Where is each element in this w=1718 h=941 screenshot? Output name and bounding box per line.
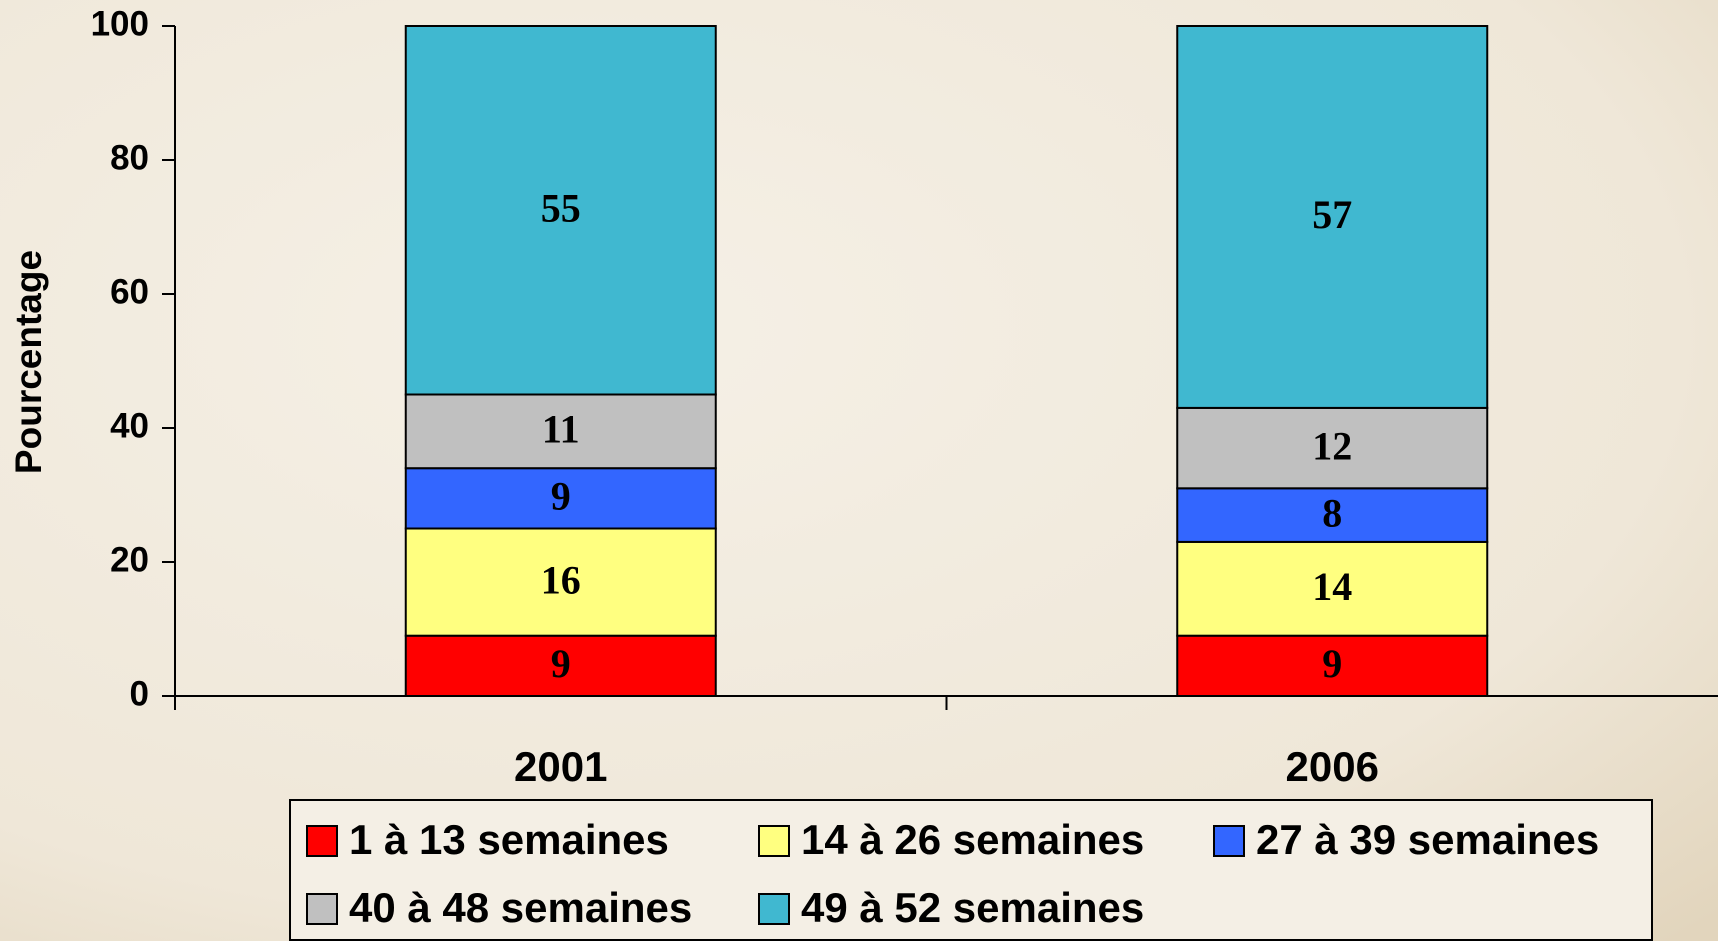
y-tick-label: 40 <box>110 406 149 445</box>
data-label: 9 <box>551 474 571 519</box>
data-label: 9 <box>551 641 571 686</box>
legend-label: 1 à 13 semaines <box>349 816 669 863</box>
bar-segment <box>1176 25 1489 409</box>
data-label: 55 <box>541 185 581 230</box>
legend-swatch <box>1213 825 1245 857</box>
y-axis-label: Pourcentage <box>8 250 49 474</box>
data-label: 9 <box>1322 641 1342 686</box>
x-tick-label: 2001 <box>514 743 607 790</box>
data-label: 12 <box>1312 423 1352 468</box>
legend-swatch <box>306 825 338 857</box>
y-tick-label: 0 <box>130 674 149 713</box>
legend-swatch <box>758 893 790 925</box>
y-tick-label: 20 <box>110 540 149 579</box>
y-tick-label: 60 <box>110 272 149 311</box>
x-tick-label: 2006 <box>1286 743 1379 790</box>
data-label: 11 <box>542 407 580 452</box>
data-label: 8 <box>1322 490 1342 535</box>
bar-segment <box>1176 540 1489 637</box>
legend-label: 49 à 52 semaines <box>801 884 1144 931</box>
legend-swatch <box>758 825 790 857</box>
bar-segment <box>404 25 717 396</box>
data-label: 57 <box>1312 192 1352 237</box>
y-tick-label: 100 <box>91 4 149 43</box>
legend-swatch <box>306 893 338 925</box>
legend-label: 27 à 39 semaines <box>1256 816 1599 863</box>
legend-box <box>289 799 1653 941</box>
y-tick-label: 80 <box>110 138 149 177</box>
bar-segment <box>404 393 717 470</box>
legend-label: 14 à 26 semaines <box>801 816 1144 863</box>
legend-label: 40 à 48 semaines <box>349 884 692 931</box>
bar-segment <box>1176 634 1489 698</box>
data-label: 14 <box>1312 564 1352 609</box>
data-label: 16 <box>541 557 581 602</box>
bar-segment <box>1176 406 1489 490</box>
